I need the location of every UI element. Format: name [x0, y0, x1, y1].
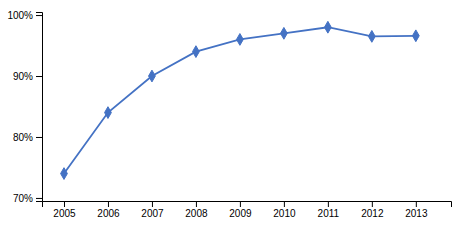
- x-tick: 2012: [361, 201, 384, 219]
- plot: 2005 2006 2007 2008 2009 2010 2011 2012 2013 70% 8…: [7, 10, 451, 219]
- x-tick-mark: [284, 201, 285, 207]
- x-tick-label: 2006: [97, 208, 120, 219]
- x-tick: 2009: [229, 201, 252, 219]
- y-tick-label: 100%: [7, 10, 33, 21]
- x-tick-mark: [152, 201, 153, 207]
- x-tick-mark: [240, 201, 241, 207]
- x-tick-label: 2012: [361, 208, 384, 219]
- chart: 2005 2006 2007 2008 2009 2010 2011 2012 2013 70% 8…: [0, 0, 467, 227]
- x-tick-label: 2008: [185, 208, 208, 219]
- y-tick: 100%: [7, 10, 42, 21]
- point: [237, 34, 244, 46]
- x-tick: 2005: [53, 201, 76, 219]
- x-tick-label: 2013: [405, 208, 428, 219]
- y-axis-line: [36, 13, 43, 202]
- y-tick: 80%: [13, 132, 42, 143]
- x-tick-mark: [328, 201, 329, 207]
- x-tick: 2008: [185, 201, 208, 219]
- y-tick-mark: [36, 15, 42, 16]
- x-tick: 2011: [318, 201, 340, 219]
- x-tick: 2010: [273, 201, 296, 219]
- point: [105, 107, 112, 119]
- marks: [61, 21, 420, 179]
- point: [280, 27, 287, 39]
- point: [324, 21, 331, 33]
- y-tick-mark: [36, 137, 42, 138]
- x-tick-mark: [108, 201, 109, 207]
- y-tick: 90%: [13, 71, 42, 82]
- point: [149, 70, 156, 82]
- y-tick-mark: [36, 198, 42, 199]
- y-tick-label: 70%: [13, 193, 33, 204]
- x-tick-mark: [372, 201, 373, 207]
- x-tick-label: 2010: [273, 208, 296, 219]
- x-tick-label: 2005: [53, 208, 76, 219]
- y-axis: 70% 80% 90% 100%: [7, 10, 42, 204]
- y-tick: 70%: [13, 193, 42, 204]
- x-axis: 2005 2006 2007 2008 2009 2010 2011 2012 2013: [43, 201, 452, 219]
- x-tick-mark: [416, 201, 417, 207]
- x-axis-line: [43, 202, 452, 208]
- point: [193, 46, 200, 58]
- x-tick-mark: [64, 201, 65, 207]
- x-tick-label: 2007: [141, 208, 164, 219]
- x-tick: 2006: [97, 201, 120, 219]
- x-tick: 2013: [405, 201, 428, 219]
- y-tick-label: 80%: [13, 132, 33, 143]
- point: [368, 31, 375, 43]
- point: [61, 168, 68, 180]
- x-tick-label: 2009: [229, 208, 252, 219]
- x-tick: 2007: [141, 201, 164, 219]
- line: [64, 27, 416, 173]
- y-tick-mark: [36, 76, 42, 77]
- x-tick-mark: [196, 201, 197, 207]
- x-tick-label: 2011: [318, 208, 340, 219]
- point: [412, 30, 419, 42]
- y-tick-label: 90%: [13, 71, 33, 82]
